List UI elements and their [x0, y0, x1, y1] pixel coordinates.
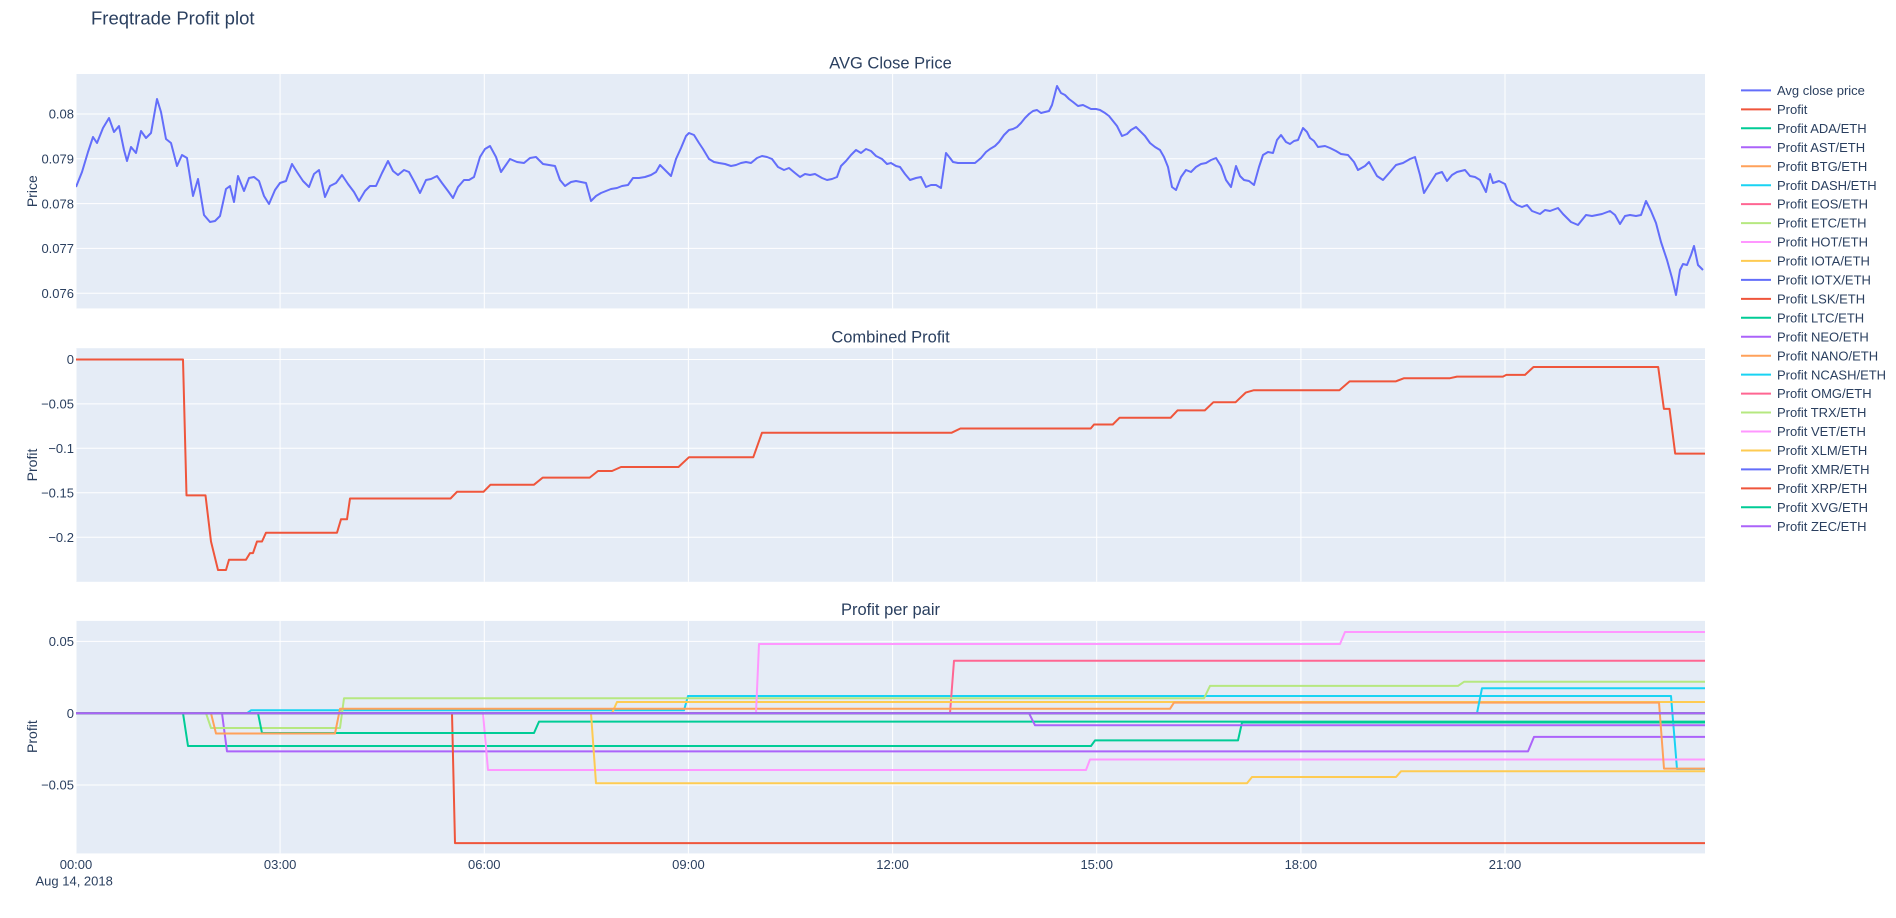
svg-text:Profit LSK/ETH: Profit LSK/ETH	[1777, 291, 1865, 306]
svg-text:Profit EOS/ETH: Profit EOS/ETH	[1777, 197, 1868, 212]
svg-text:Profit NANO/ETH: Profit NANO/ETH	[1777, 348, 1878, 363]
svg-text:Combined Profit: Combined Profit	[831, 328, 950, 346]
svg-text:0: 0	[67, 706, 74, 721]
svg-text:−0.1: −0.1	[48, 441, 74, 456]
svg-text:Profit: Profit	[24, 720, 40, 753]
svg-text:Profit TRX/ETH: Profit TRX/ETH	[1777, 405, 1866, 420]
svg-text:09:00: 09:00	[672, 857, 705, 872]
svg-text:Profit XRP/ETH: Profit XRP/ETH	[1777, 481, 1867, 496]
svg-text:Profit XVG/ETH: Profit XVG/ETH	[1777, 500, 1868, 515]
svg-text:06:00: 06:00	[468, 857, 501, 872]
svg-text:Profit IOTA/ETH: Profit IOTA/ETH	[1777, 254, 1870, 269]
svg-text:0.078: 0.078	[41, 196, 74, 211]
svg-text:00:00: 00:00	[60, 857, 93, 872]
svg-text:−0.05: −0.05	[41, 778, 74, 793]
svg-text:03:00: 03:00	[264, 857, 297, 872]
svg-text:18:00: 18:00	[1285, 857, 1318, 872]
svg-text:0.05: 0.05	[49, 634, 74, 649]
svg-text:15:00: 15:00	[1080, 857, 1113, 872]
svg-text:Profit NCASH/ETH: Profit NCASH/ETH	[1777, 367, 1886, 382]
svg-text:Profit VET/ETH: Profit VET/ETH	[1777, 424, 1866, 439]
svg-text:Profit ADA/ETH: Profit ADA/ETH	[1777, 121, 1867, 136]
svg-text:Profit: Profit	[24, 449, 40, 482]
svg-text:0.079: 0.079	[41, 152, 74, 167]
svg-text:Aug 14, 2018: Aug 14, 2018	[36, 874, 113, 889]
svg-text:Freqtrade Profit plot: Freqtrade Profit plot	[91, 8, 255, 29]
svg-text:−0.2: −0.2	[48, 530, 74, 545]
svg-text:0.077: 0.077	[41, 241, 74, 256]
svg-text:AVG Close Price: AVG Close Price	[829, 54, 952, 72]
svg-text:Profit DASH/ETH: Profit DASH/ETH	[1777, 178, 1877, 193]
svg-text:Profit IOTX/ETH: Profit IOTX/ETH	[1777, 273, 1871, 288]
svg-text:Profit NEO/ETH: Profit NEO/ETH	[1777, 329, 1869, 344]
svg-text:Profit XMR/ETH: Profit XMR/ETH	[1777, 462, 1869, 477]
svg-text:21:00: 21:00	[1489, 857, 1522, 872]
svg-text:0.076: 0.076	[41, 286, 74, 301]
svg-text:Price: Price	[24, 175, 40, 207]
svg-text:Profit OMG/ETH: Profit OMG/ETH	[1777, 386, 1872, 401]
svg-text:Profit per pair: Profit per pair	[841, 601, 941, 619]
svg-text:−0.15: −0.15	[41, 486, 74, 501]
svg-text:Profit ETC/ETH: Profit ETC/ETH	[1777, 216, 1867, 231]
svg-text:Profit: Profit	[1777, 102, 1808, 117]
svg-text:Profit HOT/ETH: Profit HOT/ETH	[1777, 235, 1868, 250]
svg-text:0: 0	[67, 352, 74, 367]
svg-text:Avg close price: Avg close price	[1777, 83, 1865, 98]
svg-text:Profit XLM/ETH: Profit XLM/ETH	[1777, 443, 1867, 458]
svg-text:Profit ZEC/ETH: Profit ZEC/ETH	[1777, 519, 1867, 534]
svg-text:12:00: 12:00	[876, 857, 909, 872]
svg-text:−0.05: −0.05	[41, 397, 74, 412]
svg-text:0.08: 0.08	[49, 107, 74, 122]
svg-text:Profit AST/ETH: Profit AST/ETH	[1777, 140, 1865, 155]
svg-text:Profit LTC/ETH: Profit LTC/ETH	[1777, 310, 1864, 325]
svg-text:Profit BTG/ETH: Profit BTG/ETH	[1777, 159, 1867, 174]
